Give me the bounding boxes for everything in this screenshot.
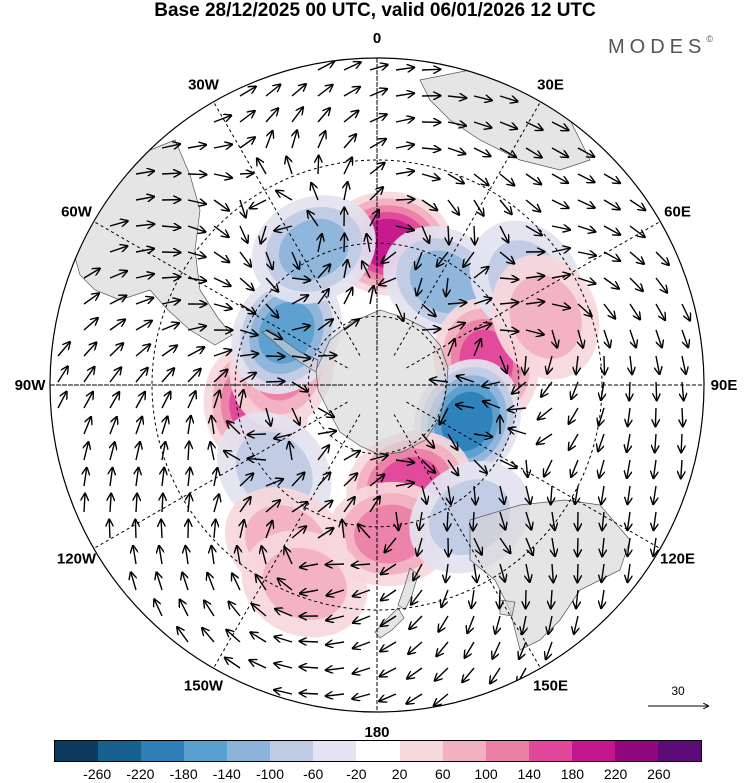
colorbar-tick-label: 60 <box>435 766 451 782</box>
page-title: Base 28/12/2025 00 UTC, valid 06/01/2026… <box>154 0 596 21</box>
longitude-label: 90W <box>15 377 47 394</box>
wind-vectors <box>57 61 690 705</box>
longitude-label: 180 <box>364 724 389 740</box>
polar-map: 0 30E 60E 90E 120E 150E 180 150W 120W 90W 60W 30W <box>15 30 738 740</box>
colorbar-swatch <box>141 741 185 761</box>
colorbar-tick-label: -140 <box>212 766 241 782</box>
colorbar-tick-label: 220 <box>603 766 628 782</box>
colorbar-tick-label: -60 <box>303 766 324 782</box>
colorbar-swatch <box>657 741 701 761</box>
colorbar-swatch <box>614 741 658 761</box>
colorbar-tick-label: -180 <box>169 766 198 782</box>
longitude-label: 0 <box>373 30 381 47</box>
anomaly-center-15 <box>491 254 600 380</box>
colorbar-swatch <box>98 741 142 761</box>
longitude-label: 120E <box>660 551 695 568</box>
colorbar-ticks: -260 -220 -180 -140 -100 -60 -20 20 60 100 140 180 2… <box>0 766 750 783</box>
longitude-label: 60W <box>61 204 93 221</box>
longitude-label: 150E <box>533 678 568 695</box>
brand-name: MODES <box>608 36 707 58</box>
colorbar-tick-label: 20 <box>391 766 408 782</box>
colorbar-swatch <box>227 741 271 761</box>
colorbar-swatch <box>184 741 228 761</box>
colorbar-swatch <box>356 741 400 761</box>
colorbar-swatch <box>442 741 486 761</box>
colorbar-tick-label: -100 <box>255 766 285 782</box>
colorbar-tick-label: -20 <box>346 766 367 782</box>
colorbar-swatch <box>528 741 572 761</box>
longitude-label: 120W <box>57 551 97 568</box>
colorbar-tick-label: 180 <box>560 766 585 782</box>
brand-logo: MODES© <box>608 34 713 59</box>
longitude-label: 150W <box>184 678 224 695</box>
map-border <box>49 57 705 713</box>
colorbar-swatch <box>270 741 314 761</box>
colorbar-tick-label: -260 <box>83 766 112 782</box>
longitude-labels: 0 30E 60E 90E 120E 150E 180 150W 120W 90W 60W 30W <box>15 30 738 740</box>
colorbar-swatch <box>485 741 529 761</box>
colorbar <box>54 740 702 762</box>
colorbar-swatch <box>399 741 443 761</box>
colorbar-swatch <box>571 741 615 761</box>
colorbar-tick-label: 140 <box>517 766 541 782</box>
colorbar-tick-label: 100 <box>474 766 498 782</box>
longitude-label: 30W <box>188 76 220 93</box>
colorbar-tick-label: -220 <box>126 766 155 782</box>
colorbar-tick-label: 260 <box>647 766 671 782</box>
longitude-label: 90E <box>711 377 738 394</box>
brand-mark: © <box>706 34 713 44</box>
longitude-label: 60E <box>664 204 691 221</box>
reference-vector-label: 30 <box>671 684 685 698</box>
colorbar-swatch <box>55 741 99 761</box>
colorbar-swatch <box>313 741 357 761</box>
longitude-label: 30E <box>537 76 564 93</box>
